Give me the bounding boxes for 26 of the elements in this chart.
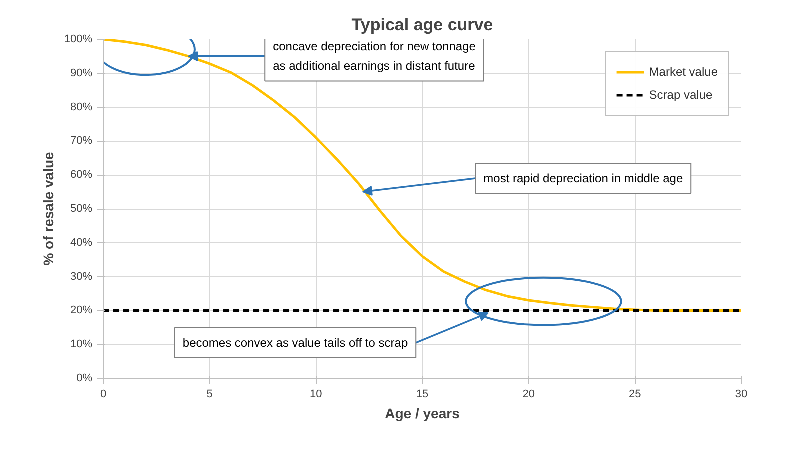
y-tick-label: 70% [70, 135, 93, 148]
annotation: becomes convex as value tails off to scrap [182, 336, 408, 350]
x-tick-label: 5 [206, 388, 213, 400]
legend-label: Scrap value [649, 88, 713, 102]
chart-title: Typical age curve [352, 16, 494, 34]
annotation: concave depreciation for new tonnage as additional earnings in distant future [273, 40, 476, 74]
annotation: most rapid depreciation in middle age [484, 171, 684, 186]
x-tick-label: 30 [735, 388, 748, 400]
x-tick-label: 15 [416, 388, 429, 400]
y-tick-label: 20% [70, 304, 93, 317]
x-axis-title: Age / years [385, 406, 460, 422]
legend-label: Market value [649, 65, 718, 79]
y-tick-label: 30% [70, 270, 93, 283]
y-tick-label: 0% [76, 372, 93, 384]
x-tick-label: 10 [310, 388, 322, 400]
y-tick-label: 40% [70, 236, 93, 249]
y-tick-label: 50% [70, 203, 93, 215]
y-tick-label: 60% [70, 169, 93, 182]
x-tick-label: 25 [629, 388, 642, 400]
y-axis-title: % of resale value [40, 152, 56, 266]
y-tick-label: 100% [64, 34, 93, 46]
x-tick-label: 20 [522, 388, 535, 400]
y-tick-label: 80% [70, 101, 93, 114]
y-tick-label: 10% [70, 338, 93, 351]
y-tick-label: 90% [70, 67, 93, 80]
x-tick-label: 0 [100, 388, 107, 400]
